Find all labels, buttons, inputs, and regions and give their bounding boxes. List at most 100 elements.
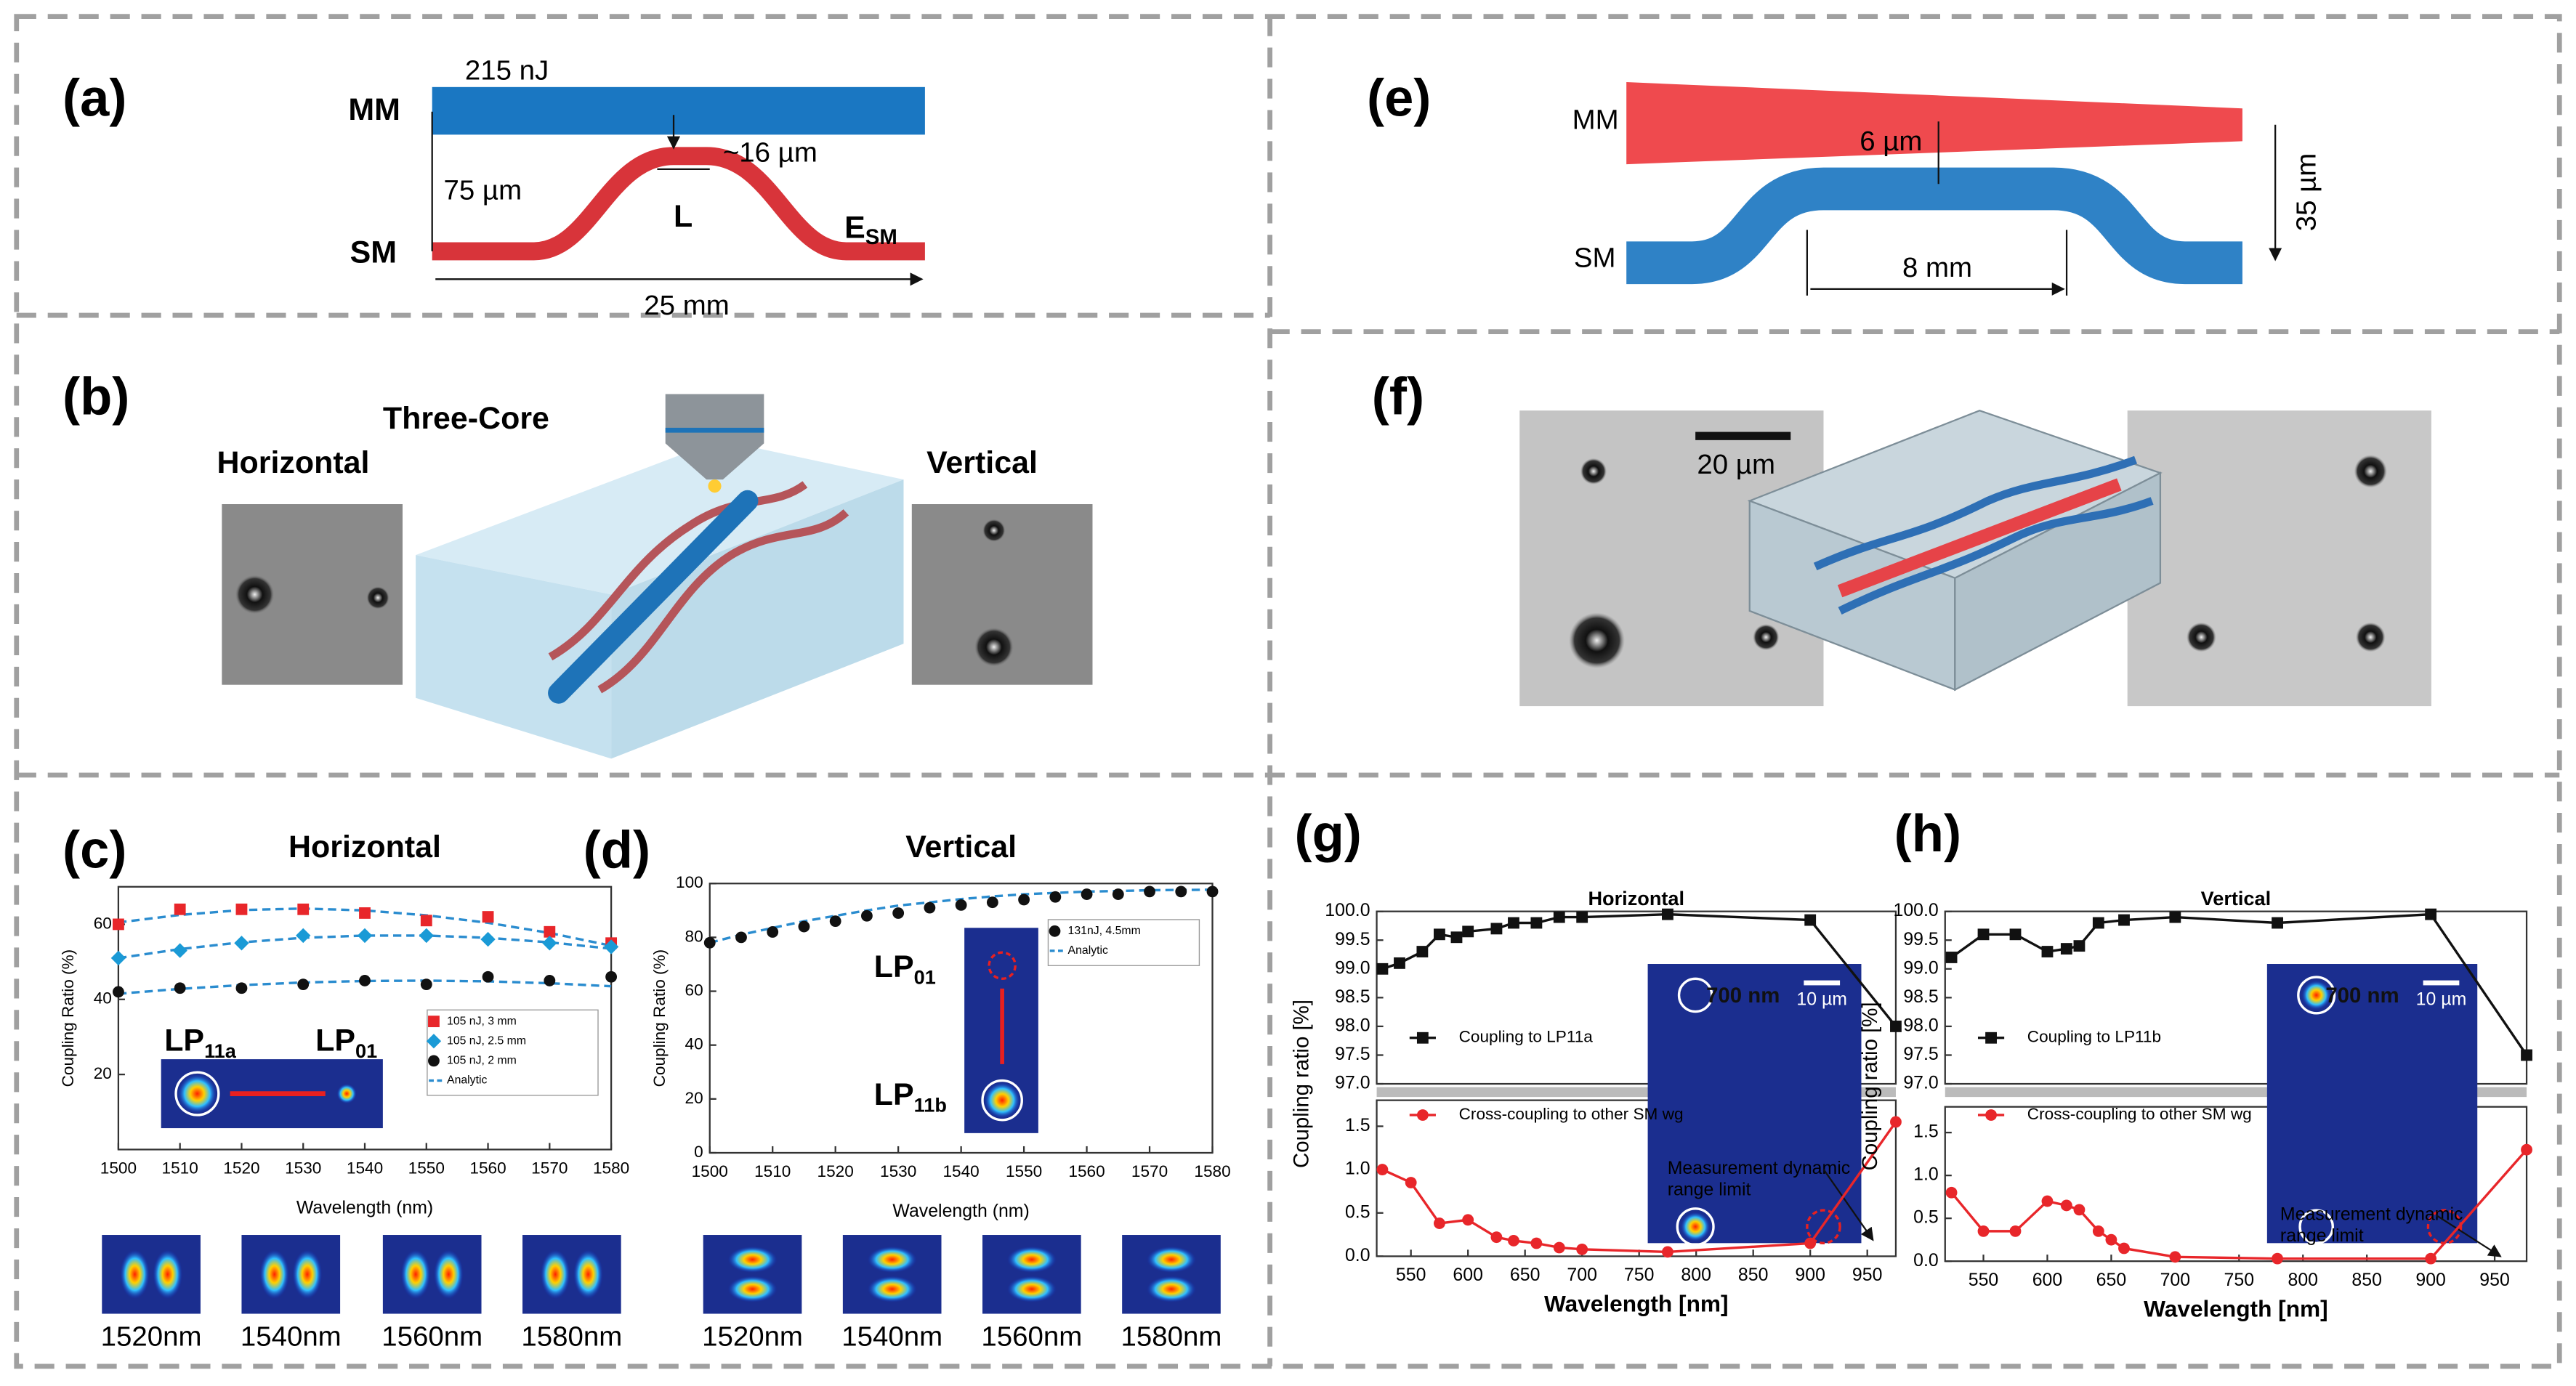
point	[1553, 1241, 1565, 1254]
inset-label: LP11a	[164, 1024, 237, 1062]
sm-waveguide	[1626, 167, 2242, 285]
waveguide	[1837, 478, 2122, 598]
scale-bar	[1695, 431, 1791, 440]
x-tick-label: 850	[2351, 1270, 2381, 1290]
mode-lobe	[292, 1249, 323, 1300]
x-tick-label: 1520	[817, 1162, 854, 1180]
chart-title: Horizontal	[1588, 887, 1684, 909]
core	[974, 627, 1014, 667]
mode-image	[241, 1235, 341, 1314]
point	[2092, 917, 2104, 929]
point	[1490, 1231, 1503, 1244]
point	[603, 939, 619, 955]
annotation: Measurement dynamic	[1668, 1158, 1850, 1178]
x-tick-label: 550	[1969, 1270, 1998, 1290]
point	[544, 925, 556, 938]
point	[112, 986, 124, 998]
mode-label: 1560nm	[381, 1321, 483, 1353]
panel-b: (b) Three-Core Horizontal Vertical	[62, 368, 1093, 759]
y-tick-label: 99.5	[1903, 929, 1938, 949]
mode-lobe	[540, 1249, 570, 1300]
y-tick-label: 100.0	[1325, 900, 1370, 920]
label: 8 mm	[1902, 252, 1972, 283]
analytic-curve	[118, 934, 612, 960]
point	[1662, 908, 1673, 920]
plot-frame	[1376, 1099, 1897, 1257]
point	[1977, 1225, 1990, 1237]
panel-label: (f)	[1372, 368, 1424, 426]
point	[1945, 952, 1958, 963]
x-axis-label: Wavelength [nm]	[1544, 1291, 1729, 1317]
mode-lobe	[153, 1249, 183, 1300]
label: SM	[350, 235, 397, 270]
point	[1416, 946, 1429, 957]
mm-waveguide	[1626, 82, 2242, 165]
legend-label: Coupling to LP11a	[1459, 1028, 1594, 1046]
y-tick-label: 1.5	[1913, 1122, 1939, 1142]
point	[419, 928, 434, 944]
inset-label-main: LP	[874, 949, 914, 984]
panel-label: (c)	[62, 822, 126, 880]
point	[1530, 1237, 1543, 1249]
mode-circle	[1676, 1207, 1715, 1247]
y-tick-label: 99.5	[1335, 929, 1370, 949]
point	[235, 982, 248, 994]
point	[428, 1055, 440, 1067]
x-tick-label: 700	[1567, 1265, 1596, 1285]
y-tick-label: 20	[94, 1064, 112, 1082]
mode-image	[102, 1235, 201, 1314]
mode-lobe	[433, 1249, 464, 1300]
point	[297, 978, 310, 991]
core	[2187, 622, 2216, 652]
series-line	[1381, 1121, 1897, 1254]
label: 20 µm	[1697, 449, 1775, 480]
point	[2425, 1252, 2437, 1265]
point	[1530, 917, 1543, 929]
waveguide	[548, 490, 759, 704]
x-tick-label: 800	[2288, 1270, 2318, 1290]
x-tick-label: 1500	[692, 1162, 728, 1180]
point	[1175, 885, 1187, 898]
x-tick-label: 1550	[1006, 1162, 1042, 1180]
y-tick-label: 97.5	[1903, 1044, 1938, 1064]
y-tick-label: 60	[685, 981, 703, 1000]
waveguide	[597, 509, 849, 694]
y-tick-label: 98.0	[1903, 1015, 1938, 1035]
x-tick-label: 1550	[408, 1159, 445, 1178]
mode-label: 1520nm	[101, 1321, 202, 1353]
y-tick-label: 20	[685, 1089, 703, 1107]
label: 215 nJ	[465, 55, 549, 86]
x-tick-label: 750	[1624, 1265, 1654, 1285]
point	[1450, 931, 1463, 944]
label: MM	[1572, 104, 1619, 135]
point	[1662, 1246, 1673, 1258]
mode-image	[522, 1235, 621, 1314]
x-tick-label: 650	[1510, 1265, 1540, 1285]
label: SM	[1574, 242, 1616, 273]
chart: (g) Horizontal 550 600 650 700 750 800 850 900 950…	[1290, 805, 1902, 1317]
chart-title: Horizontal	[288, 830, 441, 864]
y-axis-label: Coupling Ratio (%)	[650, 949, 669, 1087]
charts: (c) Horizontal 1500 1510 1520 1530 1540 1550 156…	[59, 805, 2532, 1353]
chart: (d) Vertical 1500 1510 1520 1530 1540 1550 1560 1…	[584, 822, 1231, 1353]
label: MM	[348, 92, 400, 127]
inset-label-main: LP	[315, 1024, 355, 1058]
point	[2041, 1195, 2054, 1207]
point	[1081, 888, 1093, 900]
annotation-arrow	[1822, 1168, 1874, 1241]
y-tick-label: 99.0	[1335, 957, 1370, 978]
point	[1206, 885, 1219, 898]
y-tick-label: 1.5	[1345, 1115, 1370, 1135]
point	[174, 903, 186, 915]
mode-spot	[1680, 1212, 1711, 1242]
label: 25 mm	[644, 290, 729, 321]
point	[1462, 1214, 1474, 1226]
core	[1753, 624, 1780, 651]
point	[2521, 1143, 2532, 1156]
point	[1945, 1186, 1958, 1199]
point	[703, 936, 716, 949]
point	[112, 918, 124, 931]
label: ESM	[844, 211, 897, 249]
mode-spot	[2301, 980, 2332, 1010]
point	[428, 1016, 440, 1028]
